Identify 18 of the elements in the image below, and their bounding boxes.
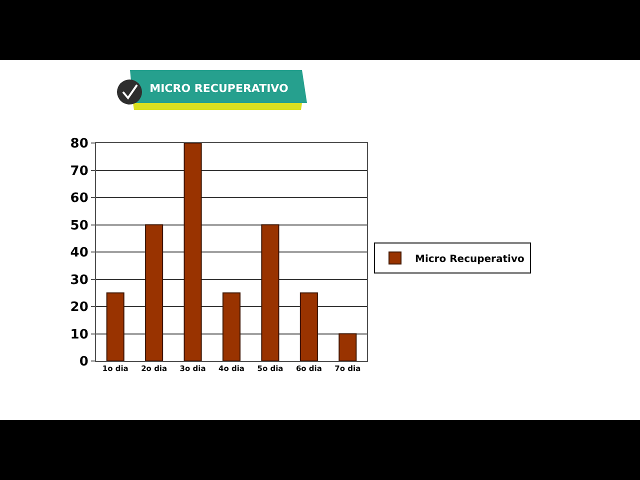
y-tick-label: 10 <box>70 327 88 342</box>
bar <box>261 224 280 361</box>
y-tick-label: 20 <box>70 300 88 316</box>
legend-label: Micro Recuperativo <box>415 254 524 265</box>
y-tick-label: 50 <box>70 218 88 234</box>
chart-title: MICRO RECUPERATIVO <box>150 82 288 95</box>
y-tick-label: 60 <box>70 191 88 206</box>
y-tick-label: 30 <box>70 272 88 288</box>
bar <box>300 292 318 361</box>
y-tick-label: 0 <box>79 354 88 370</box>
bar <box>338 333 357 361</box>
y-tick-label: 40 <box>70 246 88 261</box>
bar <box>106 292 124 361</box>
bar <box>184 143 202 361</box>
y-tick-label: 80 <box>70 136 88 152</box>
bar <box>145 224 164 361</box>
bar <box>222 292 241 361</box>
y-tick-label: 70 <box>70 164 88 179</box>
